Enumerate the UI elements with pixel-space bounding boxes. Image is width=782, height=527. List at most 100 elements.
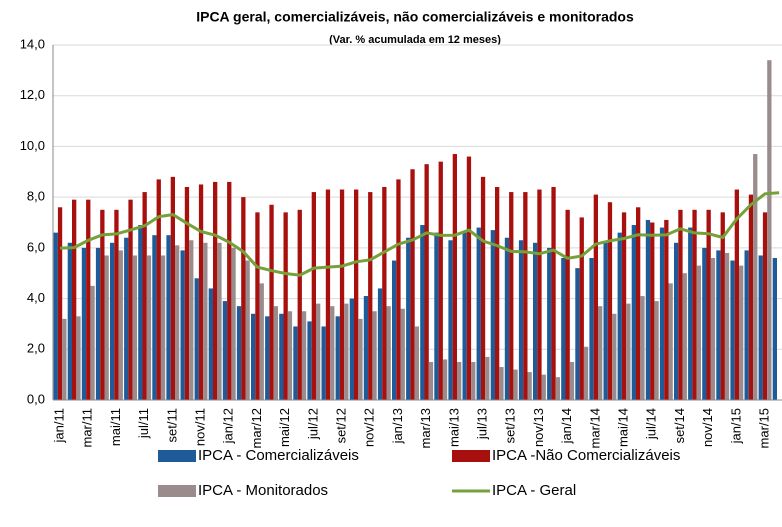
x-tick-label: set/13 [503, 408, 518, 443]
bar [513, 369, 518, 400]
bar [706, 209, 711, 400]
bar [222, 301, 228, 400]
bar [533, 242, 538, 400]
bar [523, 192, 528, 400]
bar [457, 361, 462, 400]
bar [396, 179, 401, 400]
bar [321, 326, 326, 400]
bar [654, 301, 659, 400]
bar [392, 260, 397, 400]
bar [335, 316, 340, 400]
bar [241, 197, 246, 400]
bar [617, 232, 622, 400]
bar [518, 240, 524, 400]
bar [363, 296, 369, 400]
bar [110, 242, 115, 400]
bar [400, 308, 405, 400]
y-tick-label: 4,0 [27, 290, 45, 305]
bar [659, 227, 665, 400]
bar [758, 255, 763, 400]
y-tick-label: 12,0 [20, 87, 45, 102]
bar [476, 227, 481, 400]
y-tick-label: 0,0 [27, 391, 45, 406]
bar [316, 303, 321, 400]
bar [495, 187, 500, 400]
bar [702, 247, 707, 400]
bar [67, 242, 72, 400]
x-tick-label: nov/11 [192, 408, 207, 446]
bar [95, 247, 101, 400]
bar [301, 311, 307, 400]
bar [146, 255, 152, 400]
bar [636, 207, 641, 400]
bar [160, 255, 166, 400]
bar [438, 161, 443, 400]
x-tick-label: jan/13 [390, 408, 405, 444]
bar [293, 326, 298, 400]
bar [626, 303, 631, 400]
x-tick-label: jul/12 [305, 408, 320, 440]
bar [674, 242, 679, 400]
x-tick-label: nov/14 [700, 408, 715, 447]
bar [53, 232, 58, 400]
bar [57, 207, 63, 400]
bar [688, 227, 693, 400]
bar [466, 156, 472, 400]
bar [762, 212, 768, 400]
y-tick-label: 10,0 [20, 138, 45, 153]
x-tick-label: jan/12 [221, 408, 236, 444]
legend-label: IPCA - Monitorados [198, 482, 328, 499]
x-tick-label: set/12 [333, 408, 348, 443]
bar [504, 237, 510, 400]
chart-subtitle: (Var. % acumulada em 12 meses) [329, 34, 501, 46]
bar [76, 316, 81, 400]
bar [767, 60, 772, 400]
bar [180, 250, 185, 400]
bar [744, 250, 749, 400]
bar [104, 255, 109, 400]
bar [583, 346, 589, 400]
x-tick-label: mar/14 [587, 408, 602, 448]
bar [603, 242, 608, 400]
y-tick-label: 2,0 [27, 341, 45, 356]
bar [692, 209, 697, 400]
bar [621, 212, 627, 400]
bar [452, 154, 457, 400]
bar [527, 372, 532, 400]
x-tick-label: mar/11 [80, 408, 95, 448]
bar [236, 306, 242, 400]
bar [255, 212, 260, 400]
bar [124, 237, 129, 400]
bar [485, 356, 490, 400]
x-tick-label: nov/12 [362, 408, 377, 447]
bar [716, 250, 721, 400]
bar [344, 303, 349, 400]
bar [227, 181, 232, 400]
bar [166, 235, 171, 400]
bar [734, 189, 739, 400]
legend-swatch [452, 450, 490, 462]
line [59, 191, 780, 277]
bar [561, 258, 566, 400]
bar [650, 222, 655, 400]
bar [307, 321, 312, 400]
bar [194, 278, 199, 400]
bar [231, 247, 236, 400]
bar [142, 192, 147, 400]
bar [593, 194, 598, 400]
bar [368, 192, 373, 400]
bar [420, 225, 425, 400]
bar [668, 283, 673, 400]
bar [696, 265, 701, 400]
x-tick-label: jul/13 [474, 408, 489, 440]
bar [358, 318, 363, 400]
y-tick-label: 8,0 [27, 189, 45, 204]
bar [471, 361, 476, 400]
bar [132, 255, 137, 400]
x-tick-label: mar/15 [756, 408, 771, 448]
bar [589, 258, 594, 400]
bar [406, 237, 411, 400]
bar [772, 258, 777, 400]
x-tick-label: jan/15 [728, 408, 743, 444]
bar [128, 199, 133, 400]
